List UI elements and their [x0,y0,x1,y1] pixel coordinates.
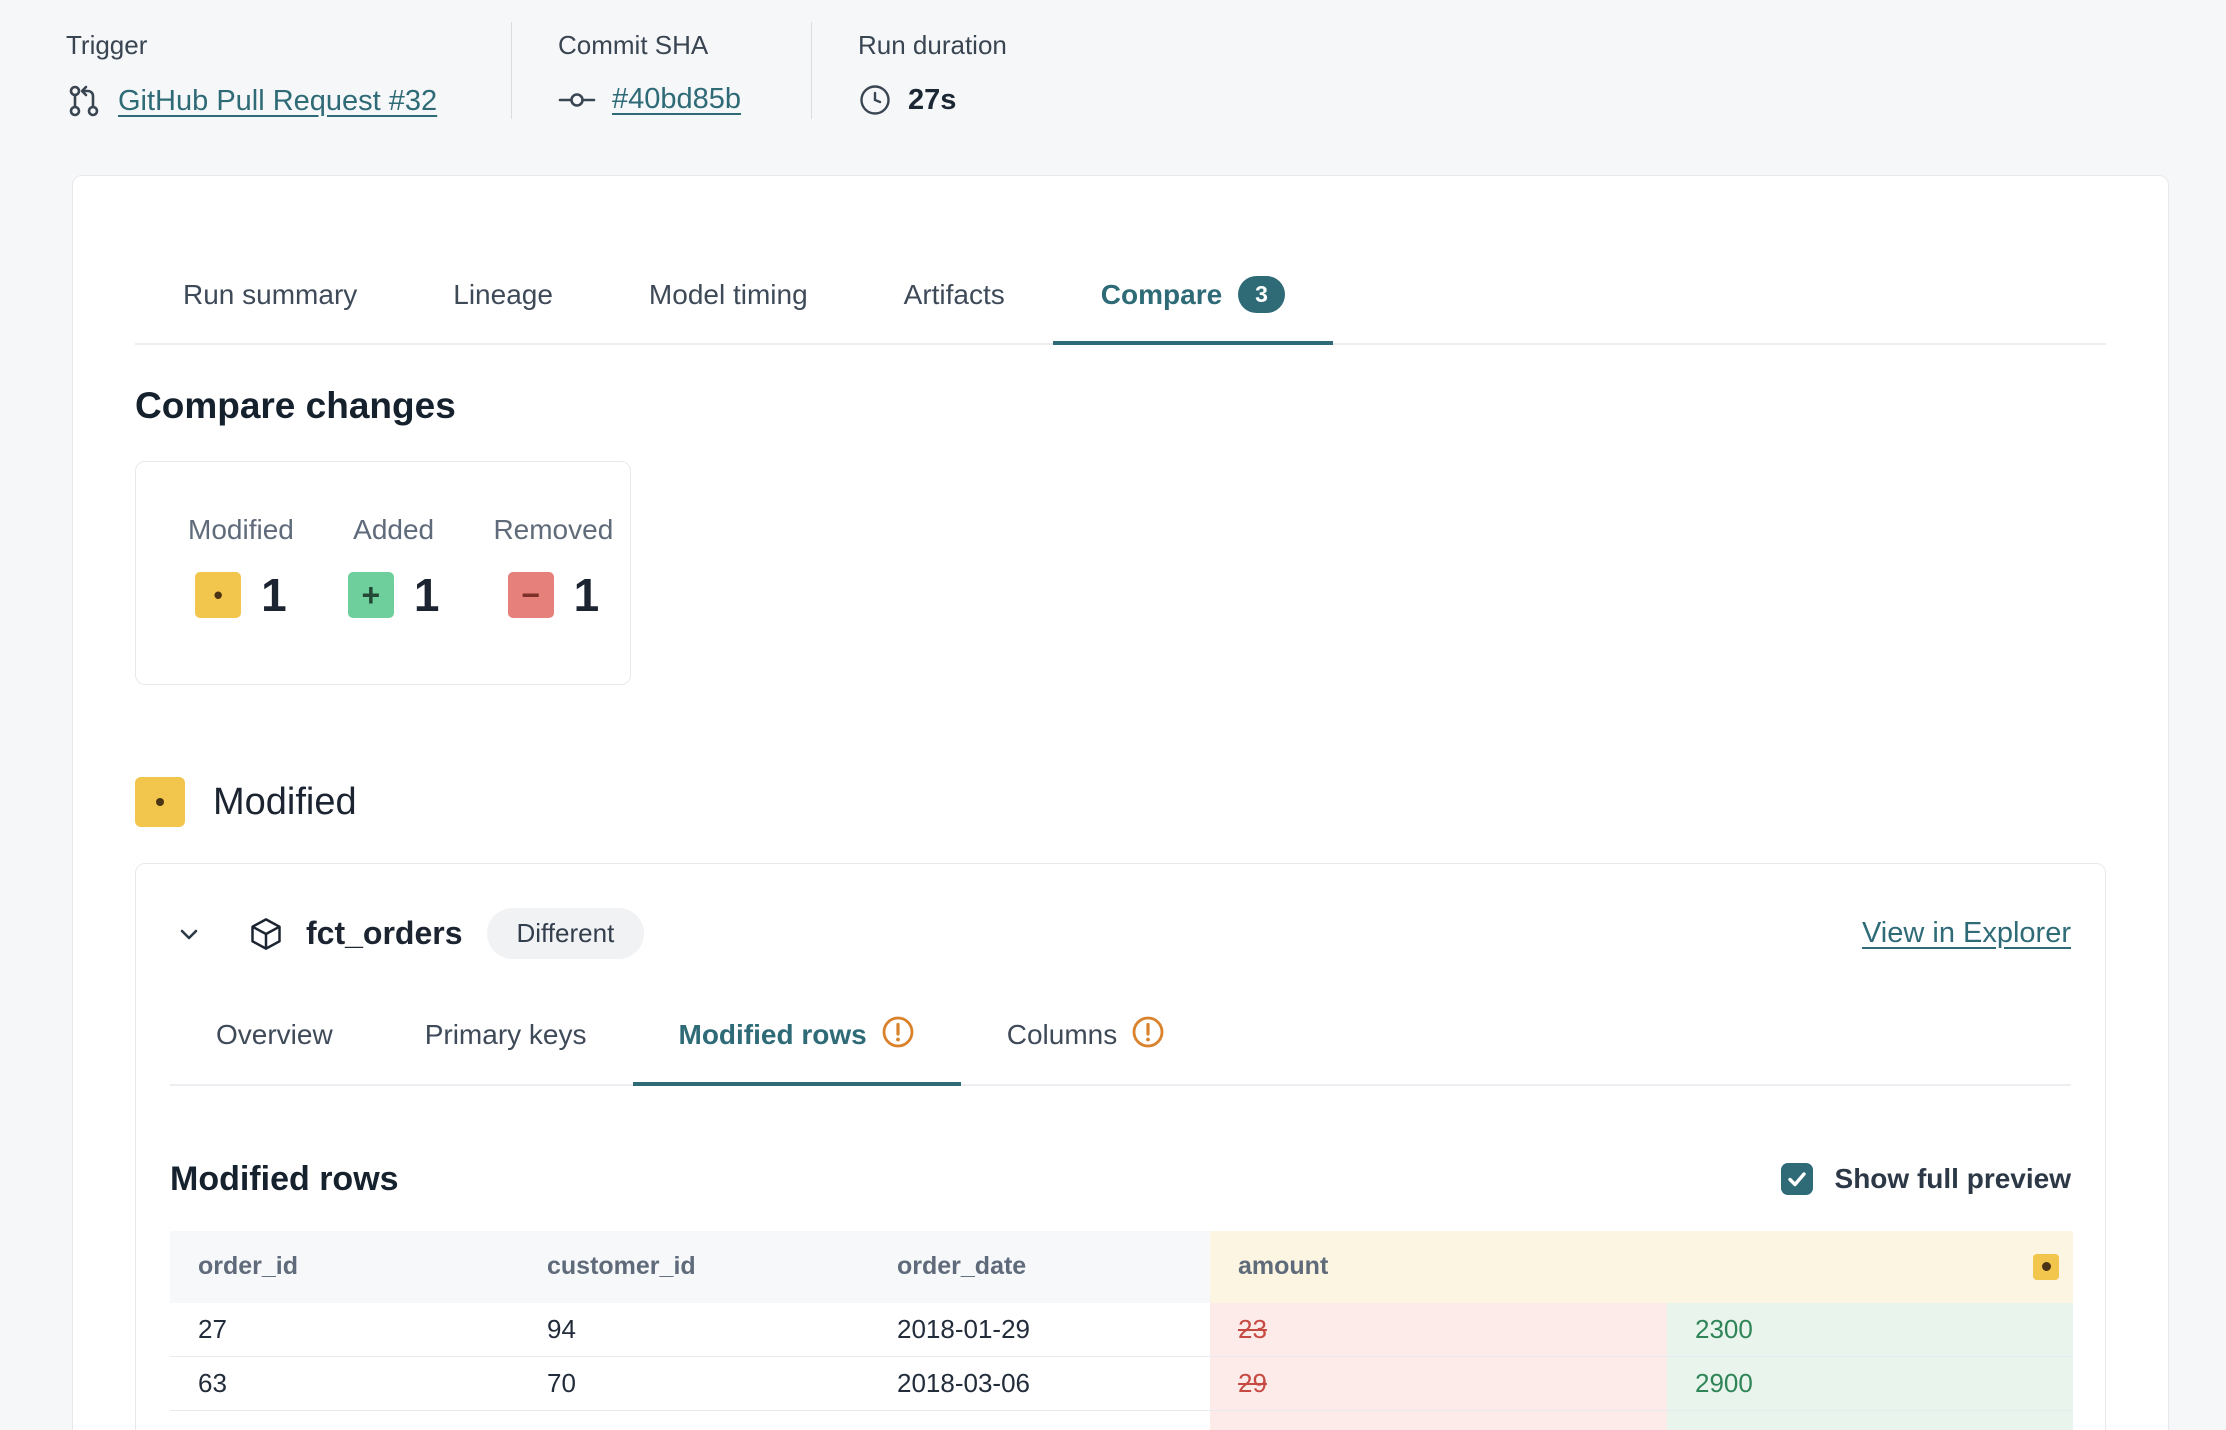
table-row-partial [170,1410,2073,1430]
compare-changes-title: Compare changes [135,385,456,427]
show-full-preview-checkbox[interactable] [1780,1163,1813,1196]
modified-section-dot-icon: • [135,777,185,828]
compare-count-badge: 3 [1238,276,1285,314]
warning-icon [881,1015,915,1056]
stat-added: Added + 1 [347,514,440,622]
tab-lineage[interactable]: Lineage [453,278,553,310]
modified-count: 1 [261,569,287,622]
run-detail-card: Run summary Lineage Model timing Artifac… [72,175,2169,1430]
col-order-date: order_date [869,1230,1210,1303]
tab-compare[interactable]: Compare 3 [1052,276,1333,346]
modified-rows-table: order_id customer_id order_date amount [170,1230,2073,1430]
model-tab-overview[interactable]: Overview [216,1019,333,1051]
table-header-row: order_id customer_id order_date amount [170,1230,2073,1303]
removed-count: 1 [573,569,600,622]
table-row: 63 70 2018-03-06 29 2900 [170,1356,2073,1411]
removed-minus-icon: − [507,572,554,619]
run-meta-strip: Trigger GitHub Pull Request #32 Commit S… [66,22,2226,119]
tab-model-timing[interactable]: Model timing [648,278,808,310]
amount-old-value: 29 [1210,1356,1667,1411]
view-in-explorer-link[interactable]: View in Explorer [1861,917,2071,950]
stat-removed: Removed − 1 [493,514,614,622]
model-card-header: fct_orders Different View in Explorer [170,864,2071,959]
meta-trigger: Trigger GitHub Pull Request #32 [66,22,511,119]
model-card-fct-orders: fct_orders Different View in Explorer Ov… [135,863,2106,1430]
model-tab-bar: Overview Primary keys Modified rows [170,1015,2071,1086]
warning-icon [1131,1015,1165,1056]
clock-icon [858,83,892,117]
show-full-preview-toggle[interactable]: Show full preview [1780,1163,2071,1196]
meta-commit-sha: Commit SHA #40bd85b [512,22,811,119]
meta-divider [511,22,512,119]
run-tab-bar: Run summary Lineage Model timing Artifac… [135,176,2106,346]
modified-rows-title: Modified rows [170,1159,399,1198]
trigger-label: Trigger [66,30,148,60]
modified-dot-icon: • [195,572,242,619]
show-full-preview-label: Show full preview [1834,1163,2071,1195]
amount-new-value: 2900 [1667,1356,2073,1411]
col-order-id: order_id [170,1230,519,1303]
commit-icon [558,87,596,113]
modified-rows-header: Modified rows Show full preview [170,1160,2071,1199]
run-duration-value: 27s [908,83,957,116]
model-cube-icon [248,916,284,952]
tab-artifacts[interactable]: Artifacts [903,278,1005,310]
commit-sha-link[interactable]: #40bd85b [612,83,742,115]
model-name: fct_orders [306,915,463,952]
model-tab-columns[interactable]: Columns [961,1015,1211,1086]
tab-run-summary[interactable]: Run summary [183,278,358,310]
col-customer-id: customer_id [519,1230,869,1303]
modified-column-dot-icon [2033,1253,2059,1280]
meta-run-duration: Run duration 27s [812,22,1007,119]
meta-divider [811,22,812,119]
added-count: 1 [413,569,440,622]
col-amount: amount [1210,1230,2073,1303]
table-row: 27 94 2018-01-29 23 2300 [170,1302,2073,1357]
change-summary-card: Modified • 1 Added + 1 Removed − 1 [135,461,631,686]
amount-old-value: 23 [1210,1302,1667,1357]
pull-request-icon [66,83,102,119]
commit-sha-label: Commit SHA [558,30,709,60]
model-status-badge: Different [486,908,645,959]
run-duration-label: Run duration [858,30,1007,60]
added-plus-icon: + [347,572,394,619]
model-tab-primary-keys[interactable]: Primary keys [424,1019,587,1051]
stat-modified: Modified • 1 [188,514,294,622]
trigger-link[interactable]: GitHub Pull Request #32 [118,84,438,117]
model-tab-modified-rows[interactable]: Modified rows [632,1015,961,1086]
modified-section-header: • Modified [135,777,2106,828]
amount-new-value: 2300 [1667,1302,2073,1357]
chevron-down-icon[interactable] [170,915,208,953]
